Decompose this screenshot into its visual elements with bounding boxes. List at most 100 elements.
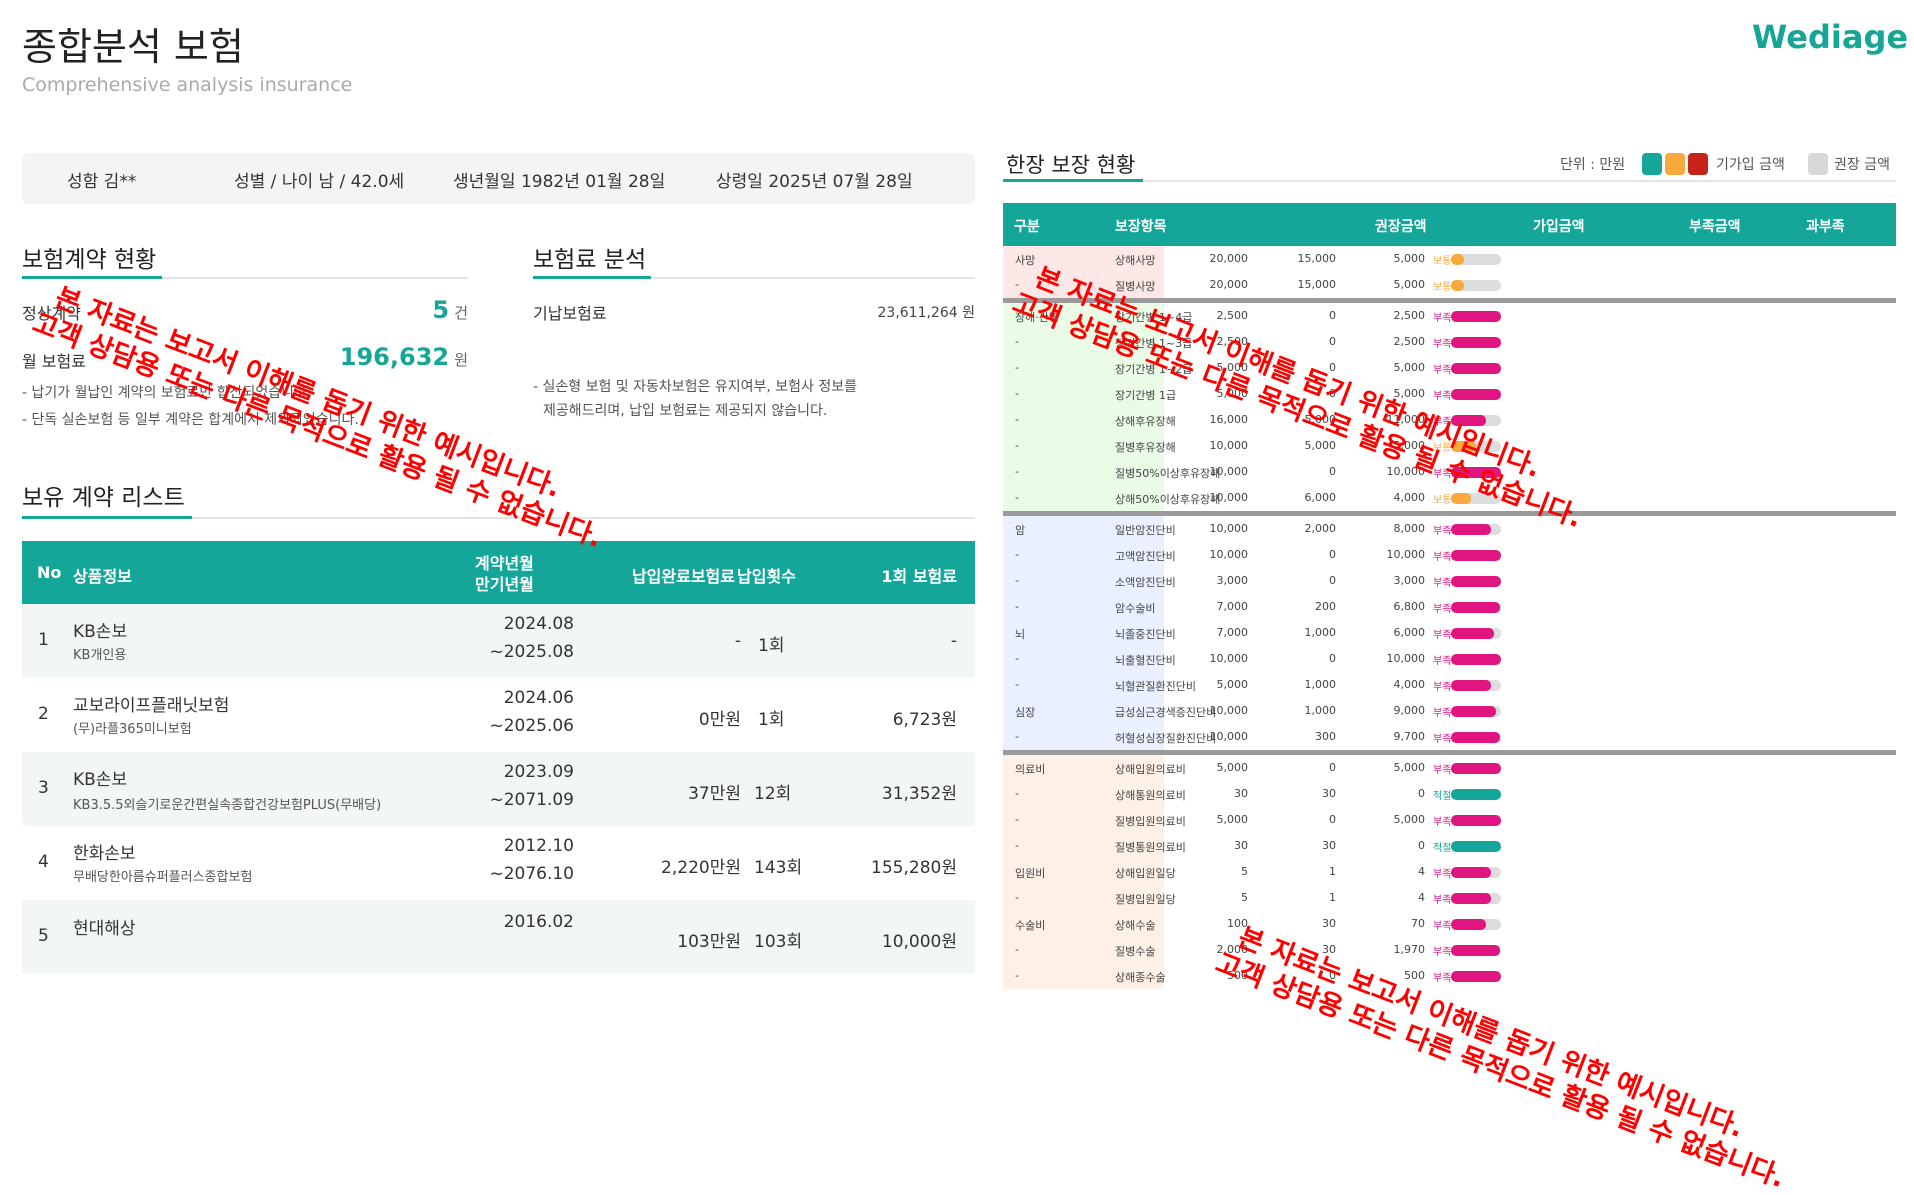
row-no: 3 (38, 778, 49, 798)
category-cell-bg (1003, 833, 1164, 859)
row-item: 뇌졸중진단비 (1115, 628, 1176, 641)
category-cell-bg (1003, 859, 1164, 885)
shortage-bar (1451, 789, 1501, 800)
row-category: - (1015, 387, 1019, 400)
row-start-date: 2012.10 (503, 836, 574, 856)
row-status: 부족 (1433, 417, 1452, 428)
row-status: 보통 (1433, 495, 1452, 506)
row-enrolled: 15,000 (1297, 252, 1337, 265)
category-cell-bg (1003, 355, 1164, 381)
normal-contract-label: 정상계약 (22, 304, 81, 323)
coverage-row: 심장 급성심근경색증진단비 10,000 1,000 9,000 부족 (1003, 698, 1896, 724)
row-recommended: 30 (1234, 839, 1248, 852)
row-shortage: 5,000 (1393, 813, 1426, 826)
row-item: 상해50%이상후유장해 (1115, 493, 1221, 506)
row-category: - (1015, 678, 1019, 691)
row-category: - (1015, 491, 1019, 504)
row-category: 암 (1015, 524, 1026, 537)
row-paid: 0만원 (698, 710, 741, 730)
unit-label: 단위 : 만원 (1560, 157, 1626, 173)
row-recommended: 10,000 (1209, 730, 1249, 743)
row-item: 장기간병 1~2급 (1115, 363, 1193, 376)
row-paid: 37만원 (688, 784, 741, 804)
coverage-row: - 장기간병 1급 5,000 0 5,000 부족 (1003, 381, 1896, 407)
header-start-date: 계약년월 (475, 554, 534, 573)
row-item: 상해입원의료비 (1115, 763, 1186, 776)
row-status: 부족 (1433, 604, 1452, 615)
header-no: No (37, 563, 62, 582)
row-status: 부족 (1433, 817, 1452, 828)
row-category: - (1015, 361, 1019, 374)
customer-age-date: 상령일 2025년 07월 28일 (716, 172, 913, 192)
contract-note: - 납기가 월납인 계약의 보험료만 합산되었습니다. (22, 385, 312, 401)
category-cell-bg (1003, 329, 1164, 355)
row-category: - (1015, 278, 1019, 291)
row-status: 부족 (1433, 339, 1452, 350)
coverage-row: 입원비 상해입원일당 5 1 4 부족 (1003, 859, 1896, 885)
header-end-date: 만기년월 (475, 575, 534, 594)
table-row[interactable]: 1 KB손보 KB개인용 2024.08 ~2025.08 - 1회 - (22, 604, 975, 678)
row-status: 부족 (1433, 895, 1452, 906)
row-status: 부족 (1433, 921, 1452, 932)
shortage-bar (1451, 576, 1501, 587)
row-shortage: 1,970 (1393, 943, 1426, 956)
row-category: 심장 (1015, 706, 1036, 719)
shortage-bar-fill (1451, 254, 1464, 265)
page-title: 종합분석 보험 (22, 25, 244, 69)
table-row[interactable]: 5 현대해상 2016.02 103만원 103회 10,000원 (22, 900, 975, 974)
shortage-bar (1451, 732, 1501, 743)
row-item: 상해사망 (1115, 254, 1156, 267)
row-product: KB개인용 (73, 648, 127, 663)
header-item: 보장항목 (1115, 219, 1167, 235)
row-category: 장해·간병 (1015, 311, 1059, 324)
row-status: 적절 (1433, 791, 1452, 802)
legend-orange-swatch (1665, 153, 1685, 175)
row-recommended: 30 (1234, 787, 1248, 800)
coverage-row: - 상해종수술 500 0 500 부족 (1003, 963, 1896, 989)
row-shortage: 5,000 (1393, 361, 1426, 374)
table-row[interactable]: 4 한화손보 무배당한아름슈퍼플러스종합보험 2012.10 ~2076.10 … (22, 826, 975, 900)
category-cell-bg (1003, 516, 1164, 542)
shortage-bar (1451, 280, 1501, 291)
category-cell-bg (1003, 542, 1164, 568)
row-recommended: 5 (1241, 891, 1248, 904)
row-enrolled: 15,000 (1297, 278, 1337, 291)
table-row[interactable]: 3 KB손보 KB3.5.5외슬기로운간편실속종합건강보험PLUS(무배당) 2… (22, 752, 975, 826)
coverage-row: - 장기간병 1~3급 2,500 0 2,500 부족 (1003, 329, 1896, 355)
row-enrolled: 200 (1315, 600, 1336, 613)
shortage-bar (1451, 815, 1501, 826)
shortage-bar-fill (1451, 493, 1471, 504)
paid-premium-value: 23,611,264 원 (877, 305, 976, 321)
row-recommended: 500 (1227, 969, 1248, 982)
row-end-date: ~2025.06 (489, 716, 574, 736)
row-category: - (1015, 335, 1019, 348)
row-enrolled: 1,000 (1304, 626, 1337, 639)
row-item: 허혈성심장질환진단비 (1115, 732, 1217, 745)
shortage-bar (1451, 602, 1501, 613)
coverage-row: - 질병통원의료비 30 30 0 적절 (1003, 833, 1896, 859)
row-item: 급성심근경색증진단비 (1115, 706, 1217, 719)
coverage-row: - 상해통원의료비 30 30 0 적절 (1003, 781, 1896, 807)
row-enrolled: 0 (1329, 309, 1336, 322)
row-status: 부족 (1433, 708, 1452, 719)
table-row[interactable]: 2 교보라이프플래닛보험 (무)라플365미니보험 2024.06 ~2025.… (22, 678, 975, 752)
coverage-row: - 상해50%이상후유장해 10,000 6,000 4,000 보통 (1003, 485, 1896, 511)
row-shortage: 2,500 (1393, 309, 1426, 322)
coverage-row: 수술비 상해수술 100 30 70 부족 (1003, 911, 1896, 937)
row-item: 고액암진단비 (1115, 550, 1176, 563)
shortage-bar-fill (1451, 363, 1501, 374)
shortage-bar-fill (1451, 706, 1496, 717)
row-status: 보통 (1433, 282, 1452, 293)
row-premium: 10,000원 (881, 932, 957, 952)
row-end-date: ~2076.10 (489, 864, 574, 884)
row-enrolled: 30 (1322, 943, 1336, 956)
shortage-bar (1451, 680, 1501, 691)
normal-unit: 건 (454, 304, 468, 322)
row-recommended: 100 (1227, 917, 1248, 930)
row-category: - (1015, 969, 1019, 982)
coverage-row: - 질병입원의료비 5,000 0 5,000 부족 (1003, 807, 1896, 833)
row-shortage: 5,000 (1393, 278, 1426, 291)
row-enrolled: 0 (1329, 761, 1336, 774)
row-status: 적절 (1433, 843, 1452, 854)
category-cell-bg (1003, 407, 1164, 433)
